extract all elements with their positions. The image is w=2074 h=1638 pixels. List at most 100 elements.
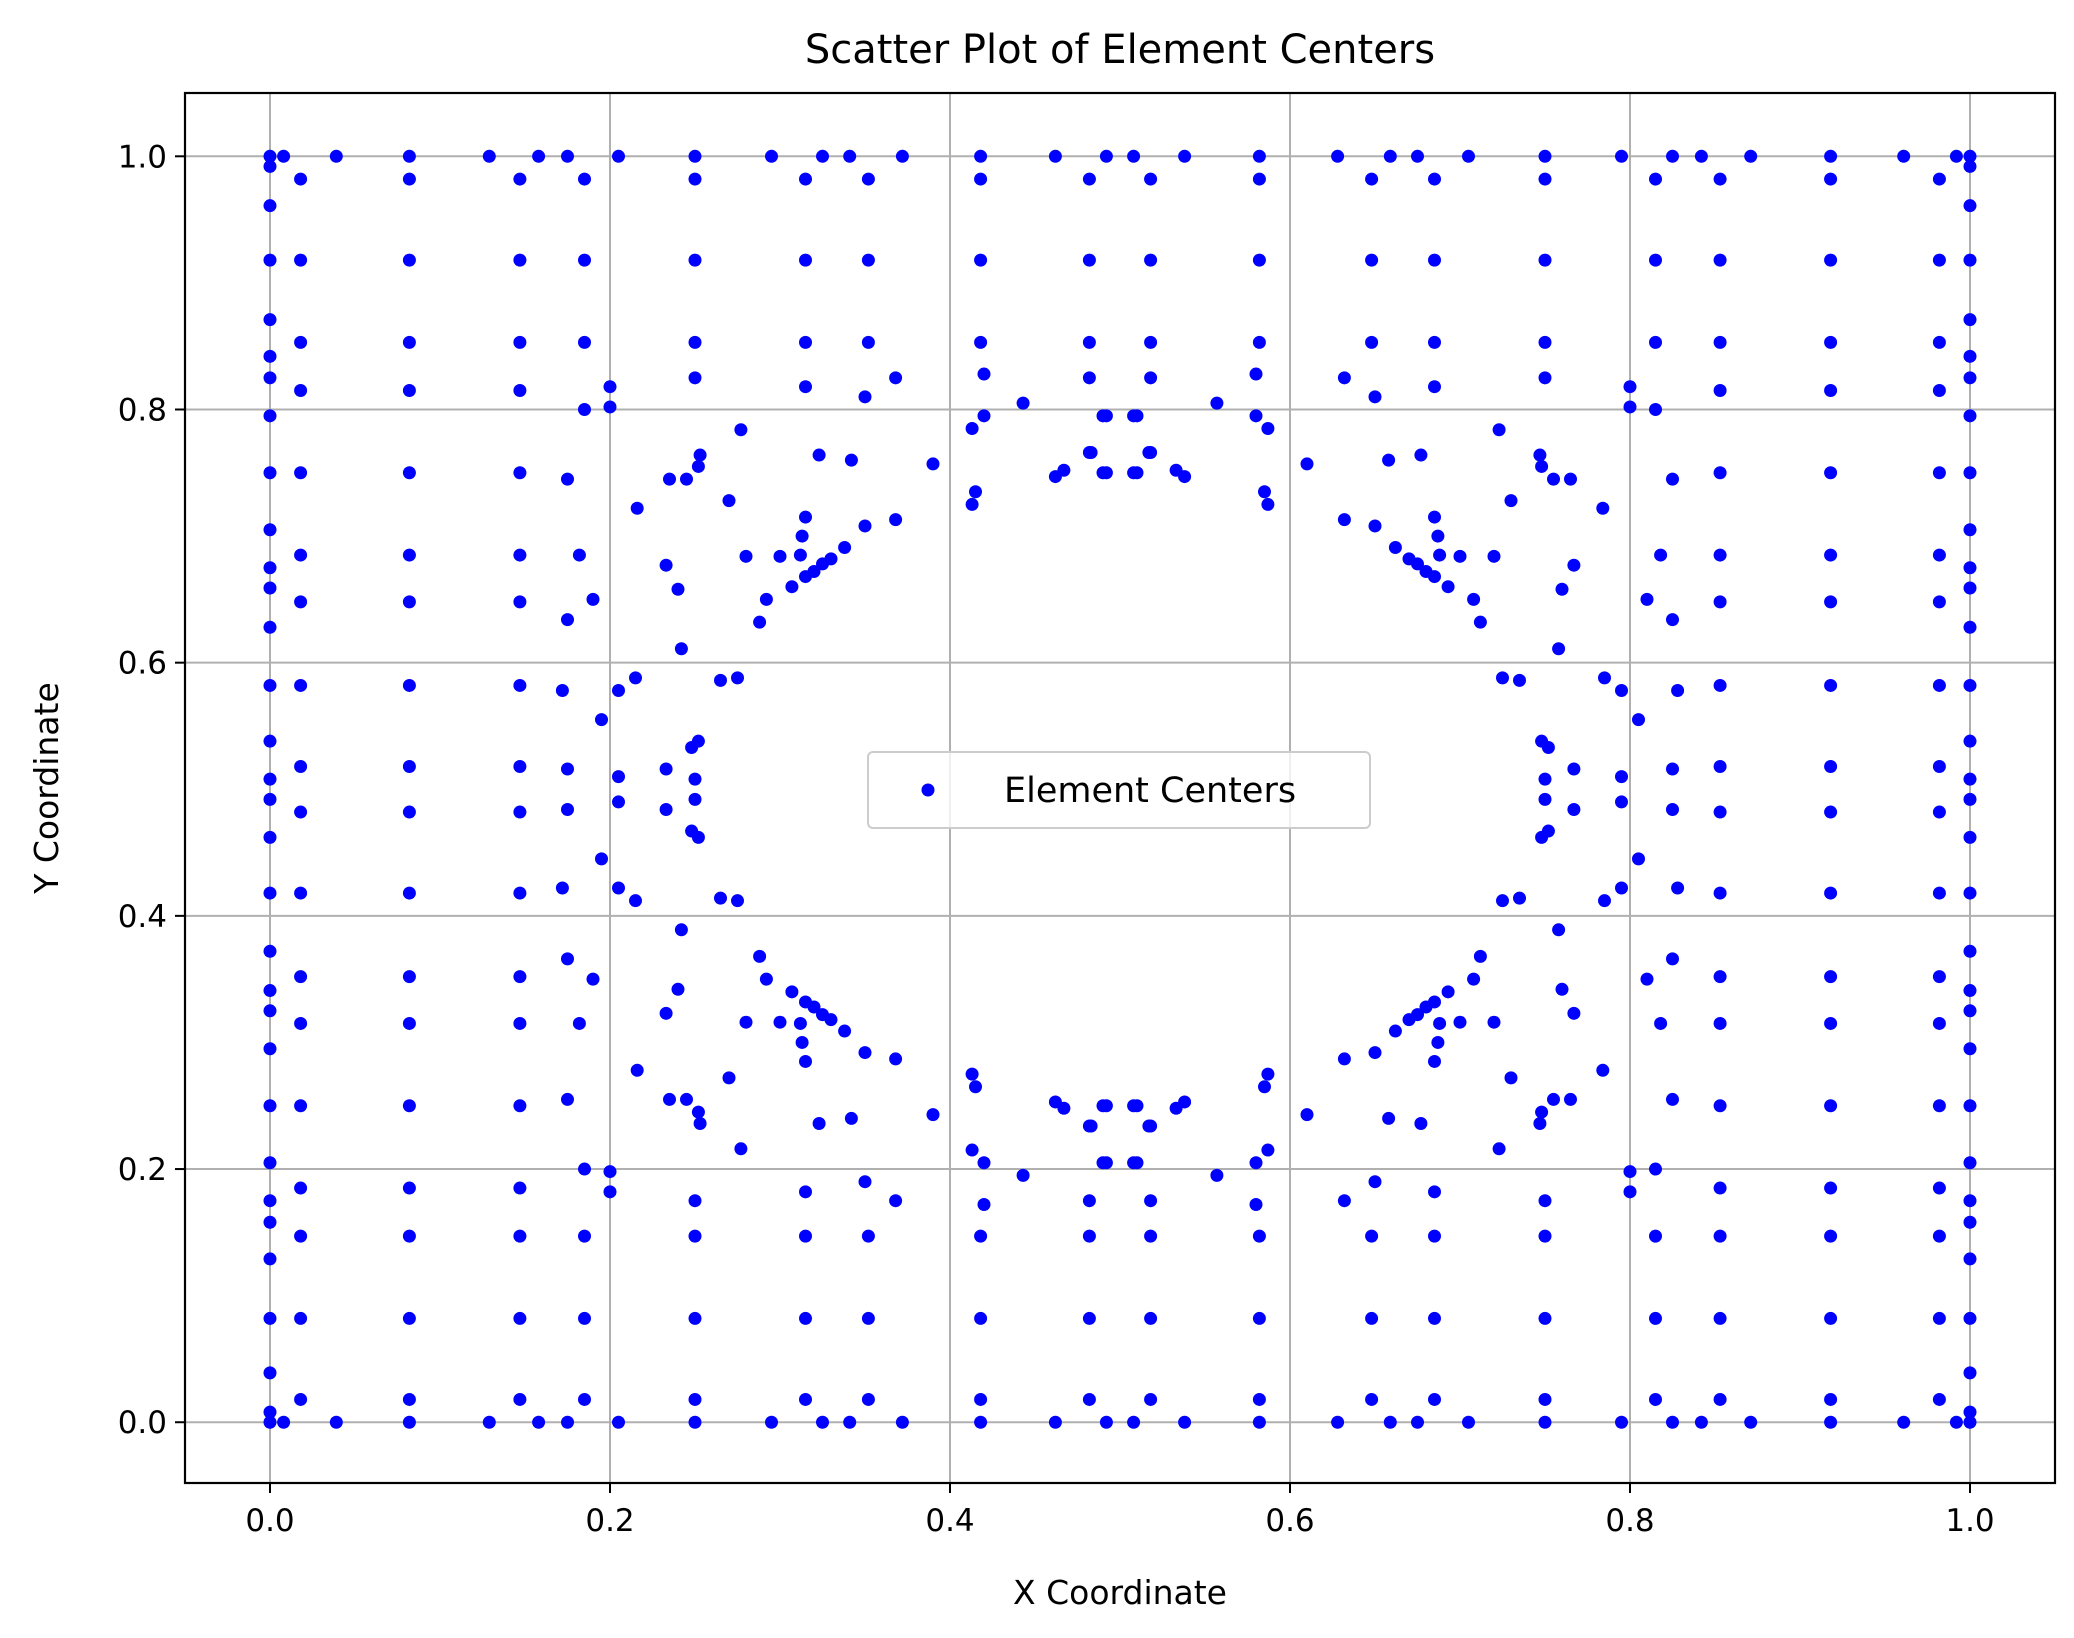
data-point [1932, 383, 1946, 397]
data-point [1596, 1063, 1610, 1077]
data-point [861, 1392, 875, 1406]
data-point [603, 400, 617, 414]
data-point [1538, 1415, 1552, 1429]
data-point [807, 1000, 821, 1014]
data-point [402, 678, 416, 692]
data-point [688, 1311, 702, 1325]
data-point [693, 1116, 707, 1130]
data-point [1016, 396, 1030, 410]
data-point [731, 671, 744, 685]
data-point [1963, 1156, 1977, 1170]
data-point [532, 149, 546, 163]
data-point [612, 684, 625, 698]
data-point [1694, 1415, 1708, 1429]
data-point [1365, 1392, 1379, 1406]
data-point [277, 1415, 291, 1429]
data-point [1666, 1415, 1679, 1429]
data-point [263, 409, 277, 423]
data-point [734, 423, 748, 437]
data-point [680, 472, 693, 486]
data-point [1963, 620, 1977, 634]
data-point [1615, 770, 1628, 784]
data-point [1932, 595, 1946, 609]
data-points [263, 149, 1977, 1429]
data-point [795, 529, 809, 543]
data-point [1824, 759, 1838, 773]
data-point [1331, 149, 1345, 163]
data-point [889, 1194, 903, 1208]
data-point [861, 1311, 875, 1325]
data-point [969, 1080, 982, 1094]
data-point [1099, 1156, 1113, 1170]
data-point [1535, 459, 1549, 473]
data-point [1411, 1415, 1424, 1429]
data-point [1428, 1311, 1441, 1325]
data-point [1824, 1311, 1838, 1325]
data-point [1210, 396, 1224, 410]
data-point [263, 466, 277, 480]
data-point [263, 523, 277, 537]
data-point [263, 772, 277, 786]
data-point [1538, 1229, 1552, 1243]
data-point [1365, 335, 1379, 349]
data-point [1932, 805, 1946, 819]
data-point [688, 1392, 702, 1406]
data-point [1666, 762, 1679, 776]
x-tick-label: 0.4 [925, 1503, 974, 1539]
data-point [1824, 149, 1838, 163]
data-point [1963, 792, 1977, 806]
data-point [858, 390, 872, 404]
data-point [1441, 985, 1455, 999]
data-point [402, 1229, 416, 1243]
data-point [294, 172, 308, 186]
data-point [1963, 1415, 1977, 1429]
data-point [612, 881, 625, 895]
data-point [294, 1181, 308, 1195]
data-point [889, 513, 903, 527]
data-point [844, 1111, 858, 1125]
data-point [586, 592, 600, 606]
data-point [402, 595, 416, 609]
data-point [1016, 1168, 1030, 1182]
data-point [1473, 615, 1487, 629]
data-point [1615, 684, 1628, 698]
data-point [1713, 1016, 1727, 1030]
data-point [1504, 494, 1518, 508]
data-point [1640, 592, 1654, 606]
data-point [691, 734, 705, 748]
data-point [578, 1229, 591, 1243]
data-point [1932, 466, 1946, 480]
data-point [1824, 1181, 1838, 1195]
data-point [1365, 172, 1379, 186]
data-point [1963, 523, 1977, 537]
data-point [1082, 172, 1096, 186]
data-point [263, 620, 277, 634]
data-point [263, 253, 277, 267]
data-point [1713, 805, 1727, 819]
data-point [1428, 1392, 1441, 1406]
x-axis-label: X Coordinate [1013, 1573, 1227, 1612]
data-point [663, 472, 676, 486]
data-point [1513, 891, 1526, 905]
data-point [561, 1092, 574, 1106]
data-point [799, 1311, 812, 1325]
data-point [1082, 1229, 1096, 1243]
data-point [1538, 172, 1552, 186]
data-point [1538, 253, 1552, 267]
data-point [1431, 529, 1445, 543]
data-point [1932, 1016, 1946, 1030]
data-point [263, 1194, 277, 1208]
data-point [1963, 984, 1977, 998]
data-point [680, 1092, 693, 1106]
data-point [714, 673, 727, 687]
data-point [974, 1415, 988, 1429]
data-point [402, 1016, 416, 1030]
data-point [1963, 678, 1977, 692]
data-point [1433, 1016, 1447, 1030]
data-point [482, 1415, 496, 1429]
y-tick-label: 0.0 [118, 1405, 167, 1441]
data-point [1252, 172, 1266, 186]
data-point [1824, 1099, 1838, 1113]
data-point [402, 335, 416, 349]
data-point [1453, 1015, 1467, 1029]
